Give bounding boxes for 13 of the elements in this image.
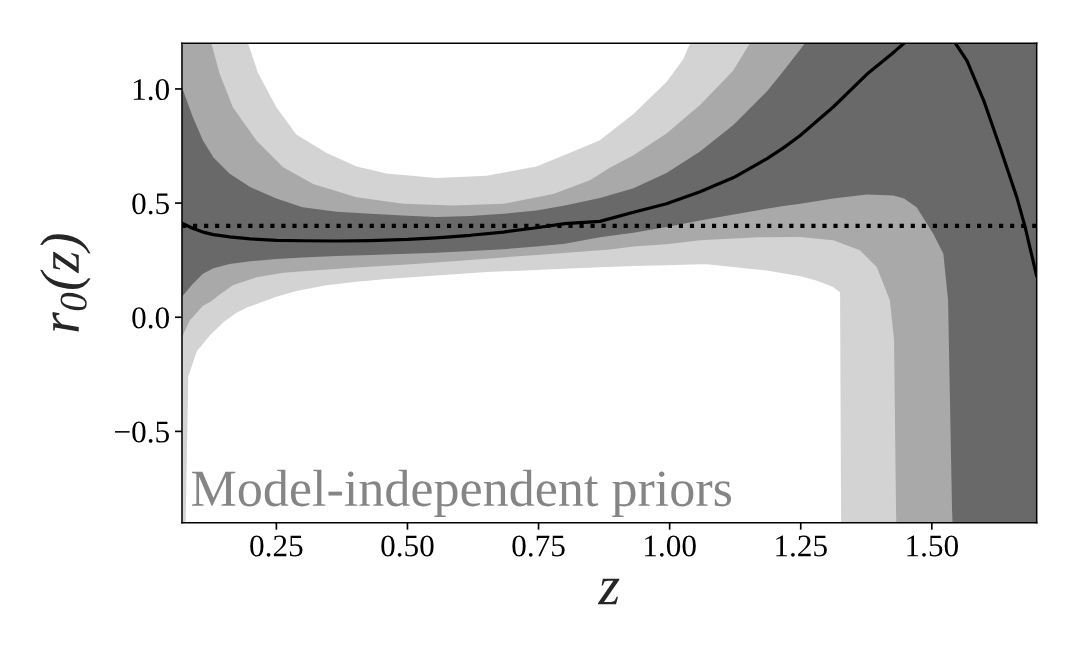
y-tick-label: 0.0 <box>132 307 169 329</box>
y-tick-label: −0.5 <box>115 421 169 443</box>
annotation: Model-independent priors <box>192 469 732 517</box>
y-tick-label: 0.5 <box>132 193 169 215</box>
y-axis-title: r$_{0}$(z) <box>40 234 91 332</box>
y-tick-label: 1.0 <box>133 79 169 101</box>
x-tick-label: 0.50 <box>381 535 434 557</box>
x-tick-label: 0.75 <box>512 535 565 557</box>
x-axis-title: z <box>597 578 620 605</box>
x-tick-label: 1.50 <box>907 535 958 557</box>
x-tick-label: 0.25 <box>250 535 303 557</box>
x-tick-label: 1.00 <box>645 535 696 557</box>
x-tick-label: 1.25 <box>776 535 827 557</box>
